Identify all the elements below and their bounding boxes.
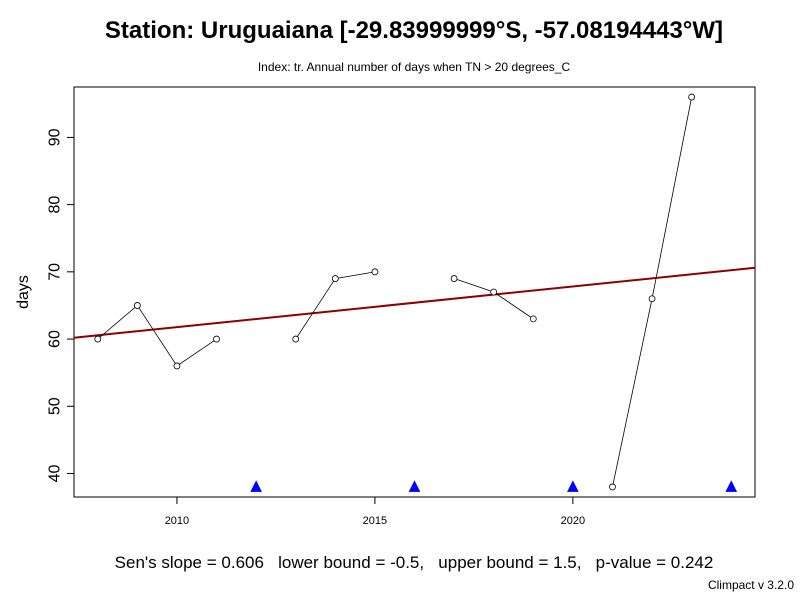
missing-markers-layer xyxy=(250,480,738,492)
y-tick-label: 40 xyxy=(47,464,64,482)
missing-marker-2024 xyxy=(725,480,738,492)
data-point-2008 xyxy=(94,335,102,343)
y-tick-label: 50 xyxy=(47,397,64,415)
series-line-segment xyxy=(453,278,534,320)
trend-layer xyxy=(73,266,756,339)
data-point-2011 xyxy=(213,335,220,343)
plot-area-border xyxy=(73,86,756,498)
data-point-2013 xyxy=(292,335,300,343)
trend-statistics: Sen's slope = 0.606 lower bound = -0.5, … xyxy=(115,553,714,572)
data-point-2019 xyxy=(529,315,537,323)
series-line-segment xyxy=(612,97,693,488)
missing-marker-2012 xyxy=(250,480,262,492)
data-point-2023 xyxy=(688,93,696,101)
data-point-2017 xyxy=(450,275,458,282)
data-point-2010 xyxy=(173,362,181,370)
data-point-2015 xyxy=(371,268,379,276)
footer-version: Climpact v 3.2.0 xyxy=(708,578,794,592)
y-axis-label: days xyxy=(15,275,32,309)
y-tick-label: 90 xyxy=(47,128,64,146)
x-tick-label: 2020 xyxy=(561,515,585,527)
data-point-2014 xyxy=(331,275,339,282)
series-layer xyxy=(97,97,693,488)
missing-marker-2020 xyxy=(567,480,579,492)
y-tick-label: 70 xyxy=(47,263,64,281)
x-tick-label: 2015 xyxy=(363,515,387,527)
x-tick-label: 2010 xyxy=(165,515,189,527)
chart-subtitle: Index: tr. Annual number of days when TN… xyxy=(258,60,571,74)
data-point-2009 xyxy=(133,302,141,309)
chart-title: Station: Uruguaiana [-29.83999999°S, -57… xyxy=(105,17,723,44)
trend-line xyxy=(73,266,756,339)
y-tick-label: 60 xyxy=(47,330,64,348)
data-point-2021 xyxy=(609,483,616,491)
missing-marker-2016 xyxy=(408,480,421,492)
data-point-2018 xyxy=(490,288,498,296)
series-line-segment xyxy=(97,304,217,367)
points-layer xyxy=(94,93,696,491)
y-tick-label: 80 xyxy=(47,196,64,214)
x-axis: 2010 2015 2020 xyxy=(165,497,585,527)
data-point-2022 xyxy=(648,295,656,303)
y-axis: 40 50 60 70 80 90 xyxy=(47,128,74,482)
